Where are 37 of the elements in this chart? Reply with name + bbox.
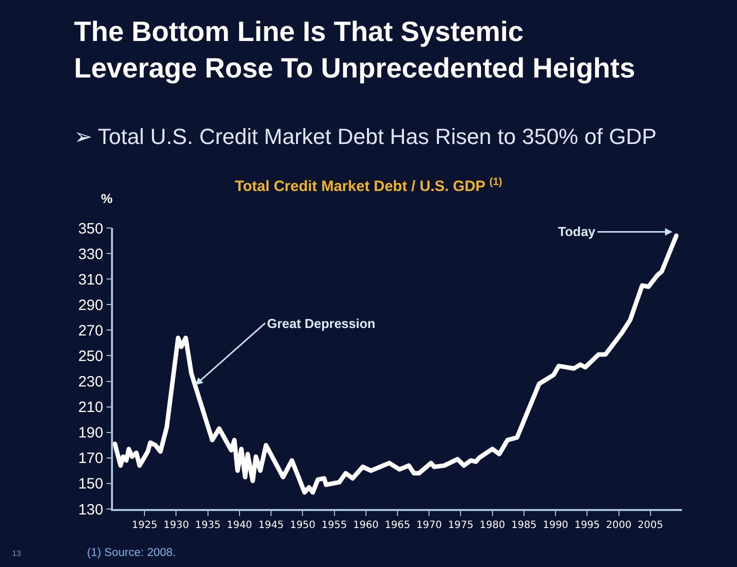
y-axis-title: %: [101, 191, 113, 206]
y-tick-label: 250: [78, 348, 104, 365]
x-tick-label: 1945: [258, 520, 284, 531]
annotation: Great Depression: [267, 316, 376, 331]
x-tick-label: 1960: [353, 520, 379, 531]
x-tick-label: 1930: [163, 520, 189, 531]
y-tick-label: 350: [78, 220, 104, 238]
y-tick-label: 130: [78, 501, 104, 518]
x-tick-label: 1935: [195, 520, 221, 531]
x-tick-label: 1980: [480, 520, 506, 531]
y-tick-label: 150: [78, 476, 104, 493]
y-tick-label: 230: [78, 374, 104, 391]
y-tick-label: 190: [78, 424, 104, 442]
x-tick-label: 1965: [384, 520, 410, 531]
x-tick-label: 1995: [574, 520, 600, 531]
y-tick-label: 330: [78, 246, 104, 263]
x-tick-label: 1985: [511, 520, 537, 531]
x-tick-label: 1940: [226, 520, 252, 531]
x-tick-label: 1925: [132, 520, 158, 531]
x-tick-label: 1955: [322, 520, 348, 531]
text: The Bottom Line Is That Systemic Leverage Rose To Unprecedented Heights: [74, 16, 636, 84]
text: (1) Source: 2008.: [87, 547, 176, 559]
x-tick-label: 2005: [638, 520, 664, 531]
x-tick-label: 2000: [606, 520, 632, 531]
x-tick-label: 1970: [416, 520, 442, 531]
text: ➢ Total U.S. Credit Market Debt Has Risen to 350% of GDP: [74, 124, 656, 149]
y-tick-label: 290: [78, 296, 104, 314]
x-tick-label: 1990: [542, 520, 568, 531]
x-tick-label: 1950: [290, 520, 316, 531]
y-tick-label: 170: [78, 450, 104, 468]
text: 13: [12, 549, 22, 558]
chart-title: Total Credit Market Debt / U.S. GDP $^{(1)}$: [234, 176, 502, 196]
y-tick-label: 210: [78, 399, 104, 416]
y-tick-label: 310: [78, 271, 104, 288]
x-tick-label: 1975: [448, 520, 474, 531]
y-tick-label: 270: [78, 322, 104, 340]
annotation: Today: [558, 224, 596, 239]
